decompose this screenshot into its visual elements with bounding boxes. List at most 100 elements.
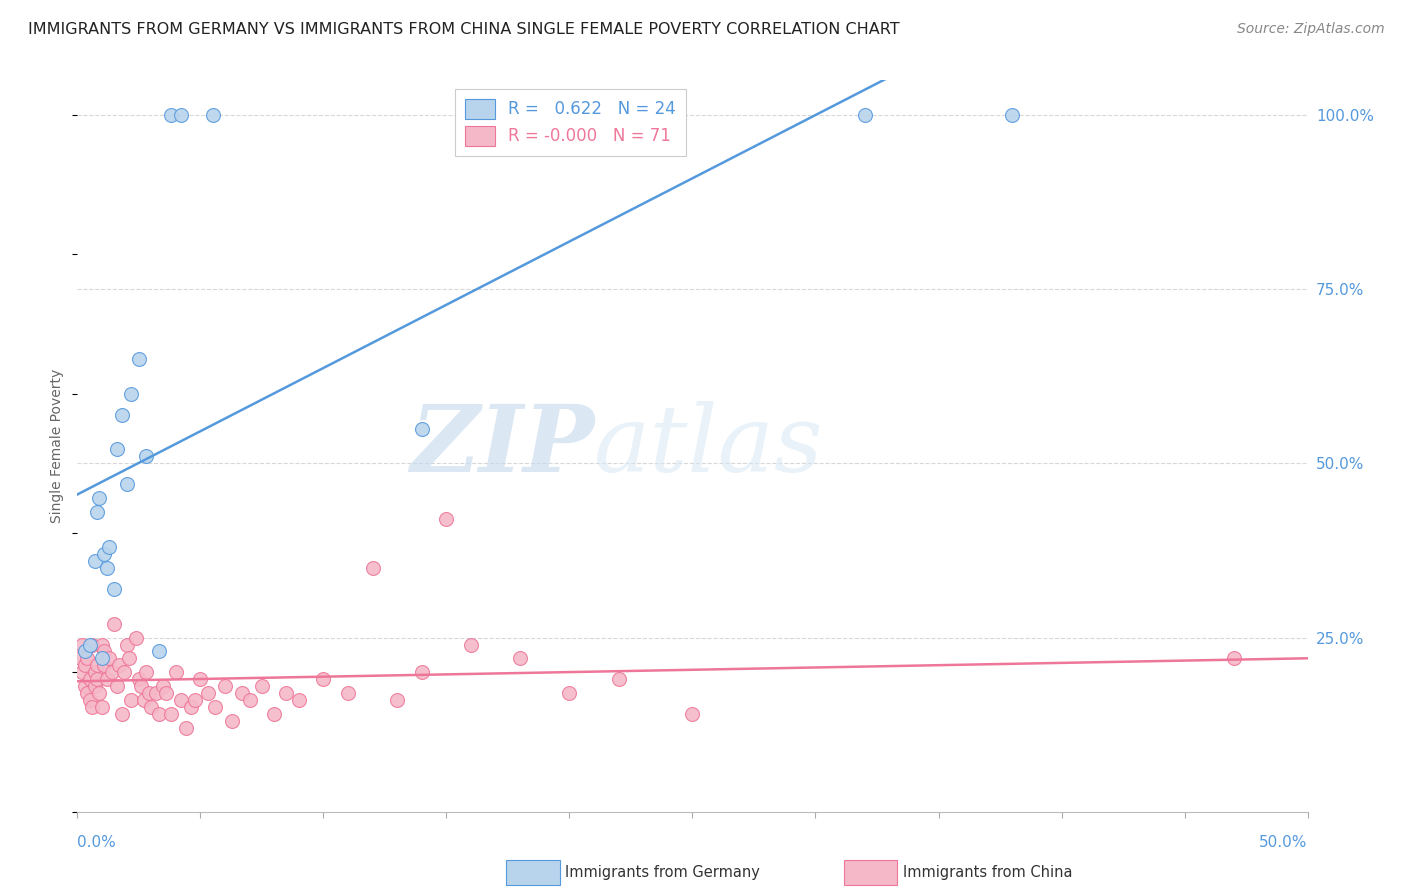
Point	[138, 686, 160, 700]
Point	[1001, 108, 1024, 122]
Point	[204, 700, 226, 714]
Point	[682, 707, 704, 722]
Point	[83, 665, 105, 680]
Point	[135, 665, 157, 680]
Point	[93, 644, 115, 658]
Point	[201, 108, 224, 122]
Point	[111, 707, 132, 722]
Point	[83, 554, 105, 568]
Point	[93, 658, 115, 673]
Point	[152, 679, 174, 693]
Point	[79, 693, 101, 707]
Point	[165, 665, 187, 680]
Point	[558, 686, 581, 700]
Text: Immigrants from Germany: Immigrants from Germany	[565, 865, 761, 880]
Point	[250, 679, 273, 693]
Point	[83, 679, 105, 693]
Point	[79, 638, 101, 652]
Point	[69, 651, 91, 665]
Point	[93, 547, 115, 561]
Point	[70, 665, 93, 680]
Point	[128, 673, 150, 687]
Y-axis label: Single Female Poverty: Single Female Poverty	[51, 369, 65, 523]
Point	[73, 658, 96, 673]
Point	[73, 679, 96, 693]
Point	[361, 561, 384, 575]
Point	[148, 644, 170, 658]
Point	[1223, 651, 1246, 665]
Point	[96, 561, 118, 575]
Point	[121, 693, 143, 707]
Point	[98, 540, 121, 554]
Point	[853, 108, 876, 122]
Point	[239, 693, 262, 707]
Text: Source: ZipAtlas.com: Source: ZipAtlas.com	[1237, 22, 1385, 37]
Point	[86, 673, 108, 687]
Point	[263, 707, 285, 722]
Point	[98, 651, 121, 665]
Point	[387, 693, 409, 707]
Point	[174, 721, 197, 735]
Point	[76, 686, 98, 700]
Point	[456, 108, 478, 122]
Point	[509, 651, 531, 665]
Point	[112, 665, 135, 680]
Point	[221, 714, 243, 728]
Point	[170, 108, 193, 122]
Point	[145, 686, 167, 700]
Text: IMMIGRANTS FROM GERMANY VS IMMIGRANTS FROM CHINA SINGLE FEMALE POVERTY CORRELATI: IMMIGRANTS FROM GERMANY VS IMMIGRANTS FR…	[28, 22, 900, 37]
Point	[76, 651, 98, 665]
Text: Immigrants from China: Immigrants from China	[903, 865, 1073, 880]
Point	[125, 631, 148, 645]
Text: 0.0%: 0.0%	[77, 836, 117, 850]
Point	[180, 700, 202, 714]
Point	[184, 693, 207, 707]
Text: 50.0%: 50.0%	[1260, 836, 1308, 850]
Point	[118, 651, 141, 665]
Point	[131, 679, 153, 693]
Point	[108, 658, 131, 673]
Point	[121, 386, 143, 401]
Point	[115, 477, 138, 491]
Point	[312, 673, 335, 687]
Point	[103, 616, 125, 631]
Point	[103, 582, 125, 596]
Point	[148, 707, 170, 722]
Point	[436, 512, 458, 526]
Point	[411, 665, 433, 680]
Point	[115, 638, 138, 652]
Point	[101, 665, 124, 680]
Point	[89, 686, 111, 700]
Point	[288, 693, 311, 707]
Point	[70, 638, 93, 652]
Point	[460, 638, 482, 652]
Point	[155, 686, 177, 700]
Text: atlas: atlas	[595, 401, 824, 491]
Point	[90, 700, 114, 714]
Point	[96, 673, 118, 687]
Point	[411, 421, 433, 435]
Point	[90, 638, 114, 652]
Point	[82, 638, 104, 652]
Point	[170, 693, 193, 707]
Point	[82, 700, 104, 714]
Legend: R =   0.622   N = 24, R = -0.000   N = 71: R = 0.622 N = 24, R = -0.000 N = 71	[454, 88, 686, 156]
Point	[214, 679, 236, 693]
Point	[337, 686, 360, 700]
Point	[160, 707, 183, 722]
Point	[86, 505, 108, 519]
Point	[231, 686, 253, 700]
Point	[276, 686, 298, 700]
Point	[105, 679, 128, 693]
Point	[132, 693, 155, 707]
Point	[111, 408, 132, 422]
Point	[607, 673, 630, 687]
Point	[135, 450, 157, 464]
Point	[160, 108, 183, 122]
Text: ZIP: ZIP	[409, 401, 595, 491]
Point	[190, 673, 212, 687]
Point	[128, 351, 150, 366]
Point	[197, 686, 219, 700]
Point	[86, 658, 108, 673]
Point	[89, 491, 111, 506]
